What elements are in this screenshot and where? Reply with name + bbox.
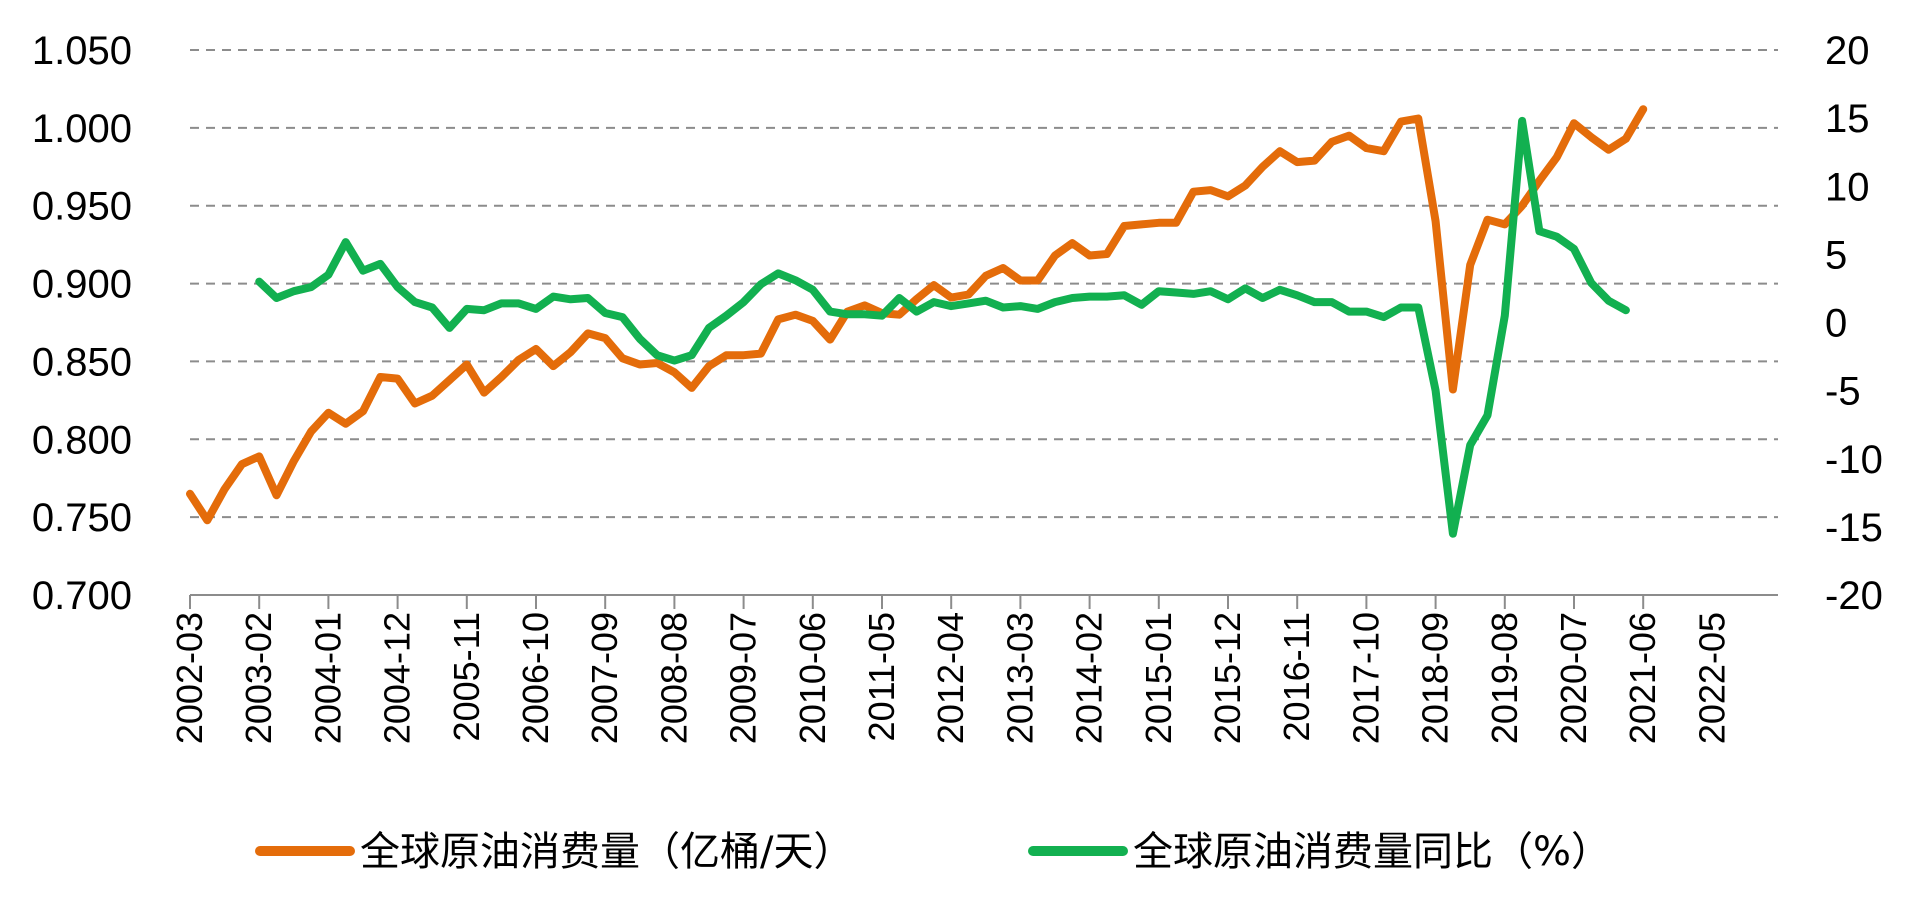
y-right-tick-label: -5 bbox=[1825, 370, 1861, 414]
y-left-tick-label: 0.850 bbox=[32, 340, 132, 384]
x-tick-label: 2007-09 bbox=[584, 612, 625, 744]
x-tick-label: 2004-12 bbox=[377, 612, 418, 744]
y-right-tick-label: 15 bbox=[1825, 97, 1870, 141]
series-lines bbox=[186, 105, 1648, 538]
series-line-yoy bbox=[255, 116, 1630, 538]
y-left-tick-label: 0.950 bbox=[32, 185, 132, 229]
x-axis: 2002-03 2003-02 2004-01 2004-12 2005-11 2006-… bbox=[169, 594, 1778, 744]
x-tick-label: 2006-10 bbox=[515, 612, 556, 744]
x-tick-label: 2008-08 bbox=[653, 612, 694, 744]
y-left-tick-label: 1.050 bbox=[32, 29, 132, 73]
left-y-axis: 0.700 0.750 0.800 0.850 0.900 0.950 1.000 1.050 bbox=[32, 29, 132, 618]
x-tick-label: 2018-09 bbox=[1415, 612, 1456, 744]
x-tick-label: 2013-03 bbox=[999, 612, 1040, 744]
x-tick-label: 2015-01 bbox=[1138, 612, 1179, 744]
x-tick-label: 2014-02 bbox=[1069, 612, 1110, 744]
gridlines bbox=[190, 49, 1778, 519]
x-tick-label: 2003-02 bbox=[238, 612, 279, 744]
x-tick-label: 2012-04 bbox=[930, 612, 971, 744]
x-tick-label: 2011-05 bbox=[861, 612, 902, 741]
y-right-tick-label: 10 bbox=[1825, 165, 1870, 209]
legend-label-yoy: 全球原油消费量同比（%） bbox=[1133, 829, 1611, 875]
y-left-tick-label: 1.000 bbox=[32, 107, 132, 151]
x-tick-label: 2004-01 bbox=[307, 612, 348, 744]
y-right-tick-label: 5 bbox=[1825, 233, 1847, 277]
y-left-tick-label: 0.900 bbox=[32, 263, 132, 307]
y-right-tick-label: 0 bbox=[1825, 302, 1847, 346]
y-left-tick-label: 0.800 bbox=[32, 418, 132, 462]
x-tick-label: 2019-08 bbox=[1484, 612, 1525, 744]
x-tick-label: 2002-03 bbox=[169, 612, 210, 744]
x-tick-label: 2021-06 bbox=[1622, 612, 1663, 744]
x-tick-label: 2017-10 bbox=[1345, 612, 1386, 744]
legend: 全球原油消费量（亿桶/天） 全球原油消费量同比（%） bbox=[255, 829, 1611, 875]
x-tick-label: 2020-07 bbox=[1553, 612, 1594, 744]
right-y-axis: -20 -15 -10 -5 0 5 10 15 20 bbox=[1825, 29, 1883, 618]
y-right-tick-label: 20 bbox=[1825, 29, 1870, 73]
x-tick-label: 2015-12 bbox=[1207, 612, 1248, 744]
series-line-consumption bbox=[186, 105, 1648, 525]
y-left-tick-label: 0.700 bbox=[32, 574, 132, 618]
y-right-tick-label: -15 bbox=[1825, 506, 1883, 550]
x-tick-label: 2022-05 bbox=[1691, 612, 1732, 744]
y-left-tick-label: 0.750 bbox=[32, 496, 132, 540]
x-tick-label: 2005-11 bbox=[446, 612, 487, 741]
x-tick-label: 2010-06 bbox=[792, 612, 833, 744]
legend-label-consumption: 全球原油消费量（亿桶/天） bbox=[360, 829, 853, 875]
x-tick-label: 2016-11 bbox=[1276, 612, 1317, 741]
x-tick-label: 2009-07 bbox=[723, 612, 764, 744]
y-right-tick-label: -10 bbox=[1825, 438, 1883, 482]
y-right-tick-label: -20 bbox=[1825, 574, 1883, 618]
